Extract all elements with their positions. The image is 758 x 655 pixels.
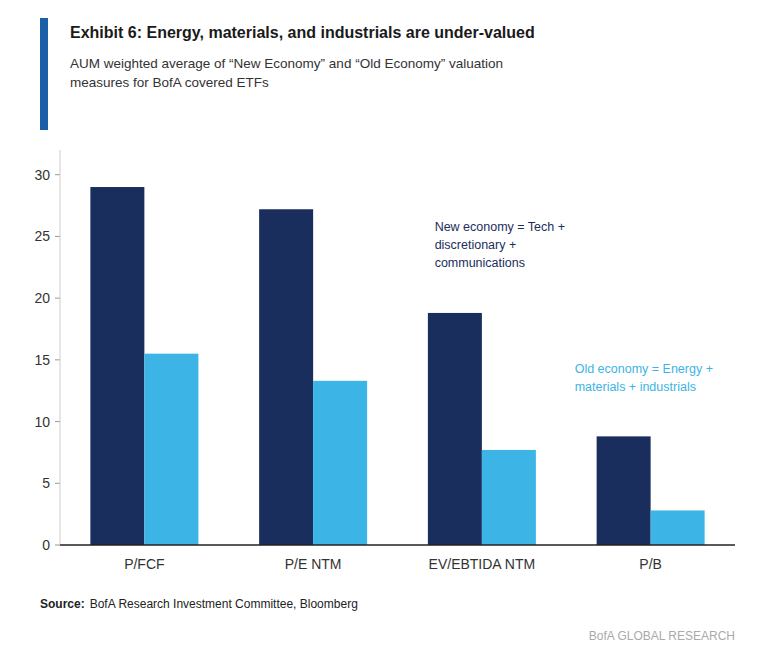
annotation: Old economy = Energy + materials + indust… (575, 362, 713, 394)
bar (144, 354, 198, 545)
y-tick (55, 483, 60, 484)
y-tick-label: 25 (34, 228, 50, 244)
text-line: New economy = Tech + (435, 220, 565, 234)
y-tick-label: 20 (34, 290, 50, 306)
bar (651, 510, 705, 545)
x-axis (60, 544, 735, 546)
text-line: discretionary + (435, 238, 517, 252)
y-tick-label: 5 (42, 475, 50, 491)
bar (597, 436, 651, 545)
bar (313, 381, 367, 545)
text-line: communications (435, 256, 525, 270)
x-tick-label: P/FCF (124, 556, 164, 572)
bar (482, 450, 536, 545)
subtitle: AUM weighted average of “New Economy” an… (70, 56, 503, 90)
y-tick-label: 10 (34, 414, 50, 430)
chart: Exhibit 6: Energy, materials, and indust… (0, 0, 758, 655)
y-tick (55, 359, 60, 360)
annotation: New economy = Tech + discretionary + commu… (435, 220, 565, 270)
bar (259, 209, 313, 545)
accent-bar (40, 18, 48, 130)
y-tick (55, 236, 60, 237)
y-tick (55, 421, 60, 422)
text-line: measures for BofA covered ETFs (70, 75, 269, 90)
y-tick-label: 15 (34, 352, 50, 368)
source: BofA Research Investment Committee, Bloo… (90, 597, 358, 611)
y-tick (55, 298, 60, 299)
branding: BofA GLOBAL RESEARCH (589, 629, 735, 643)
bar (90, 187, 144, 545)
bar (428, 313, 482, 545)
source-label: Source: (40, 597, 85, 611)
x-tick-label: P/E NTM (285, 556, 342, 572)
y-tick (55, 174, 60, 175)
x-tick-label: EV/EBTIDA NTM (429, 556, 536, 572)
text-line: AUM weighted average of “New Economy” an… (70, 56, 503, 71)
x-tick-label: P/B (639, 556, 662, 572)
text-line: materials + industrials (575, 380, 696, 394)
y-tick-label: 0 (42, 537, 50, 553)
y-tick (55, 545, 60, 546)
y-tick-label: 30 (34, 167, 50, 183)
title: Exhibit 6: Energy, materials, and indust… (70, 24, 535, 41)
text-line: Old economy = Energy + (575, 362, 713, 376)
y-axis (60, 150, 61, 545)
